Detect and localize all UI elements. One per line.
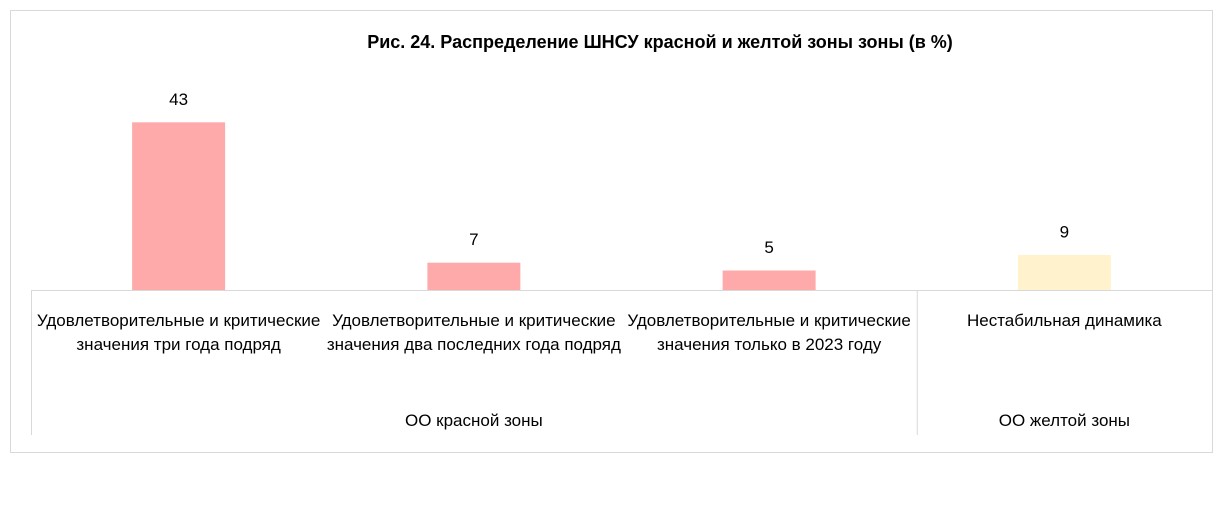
data-label: 43 [169,90,188,109]
x-tick-label: Удовлетворительные и критические значени… [326,311,621,354]
bar [722,270,816,290]
x-tick-label: Удовлетворительные и критические значени… [627,311,911,354]
bar [1017,254,1111,290]
group-label: ОО красной зоны [405,411,543,430]
chart-title: Рис. 24. Распределение ШНСУ красной и же… [367,32,953,52]
data-label: 9 [1060,222,1069,241]
group-label: ОО желтой зоны [998,411,1131,430]
data-label: 5 [764,238,773,257]
bar [427,262,521,290]
bar [132,122,226,290]
x-tick-label: Удовлетворительные и критические значени… [36,311,321,354]
data-label: 7 [469,230,478,249]
x-tick-label: Нестабильная динамика [966,311,1162,330]
